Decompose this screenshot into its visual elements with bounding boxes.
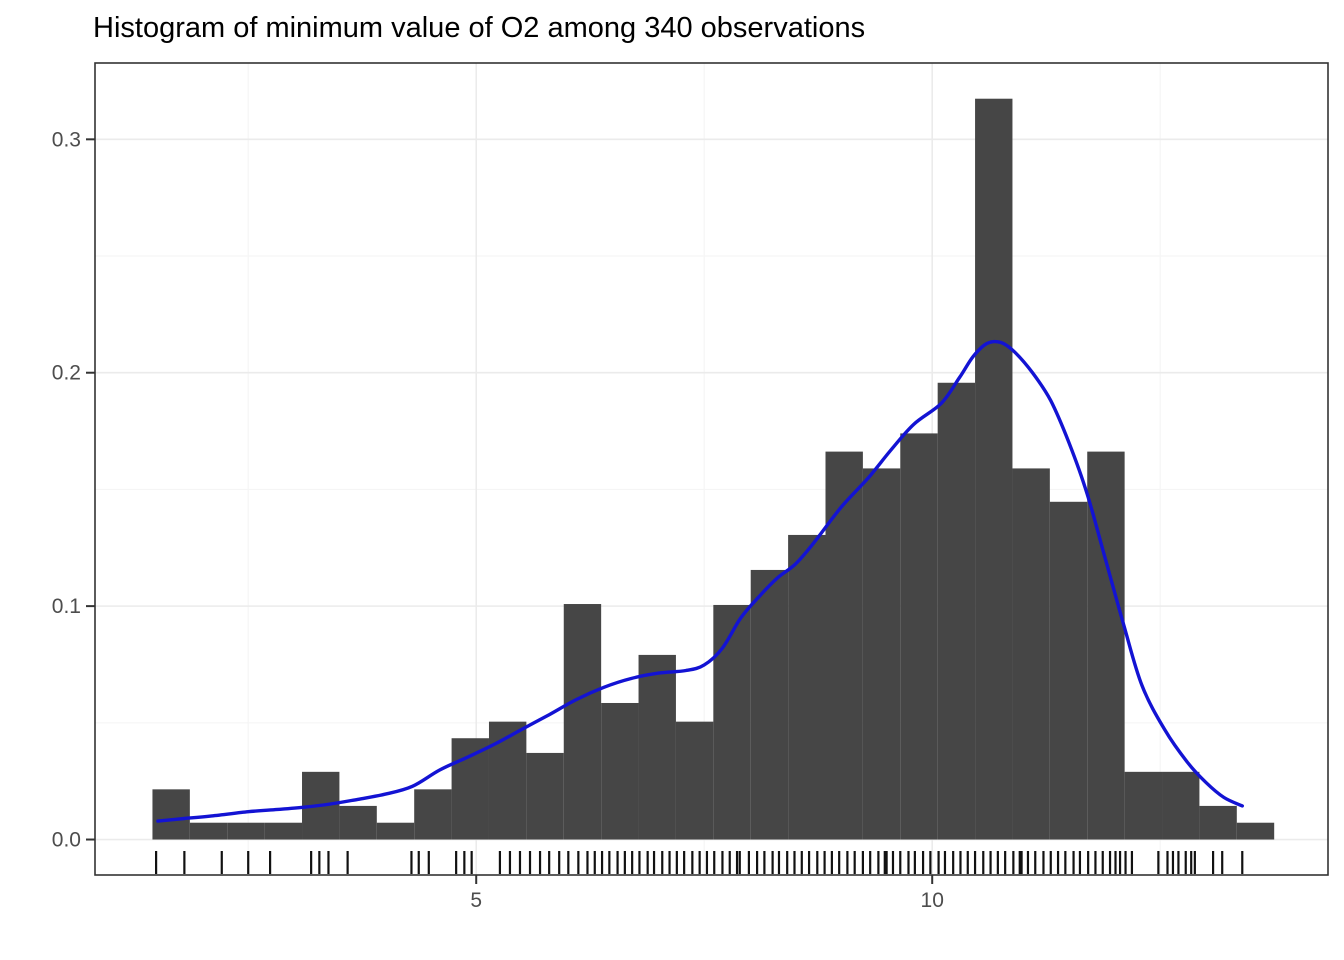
histogram-bar [937,382,976,840]
x-axis-tick-label: 10 [921,889,944,912]
histogram-bar [601,702,639,840]
y-axis-tick-label: 0.2 [52,362,81,385]
histogram-bar [1124,771,1163,840]
histogram-bar [1049,501,1088,840]
histogram-bar [1199,805,1237,840]
histogram-bar [1012,468,1050,840]
histogram-bar [1162,771,1200,840]
histogram-bar [339,805,377,840]
histogram-bar [189,822,228,840]
histogram-bar [526,752,564,840]
panel-border [94,62,1329,876]
histogram-bar [825,451,863,840]
histogram-bar [638,654,676,840]
histogram-bar [862,468,901,840]
y-axis-tick-label: 0.1 [52,595,81,618]
histogram-bar [414,789,452,840]
histogram-bar [152,789,190,840]
x-axis-tick-label: 5 [470,889,482,912]
density-curve [156,339,1244,823]
histogram-bar [788,534,826,840]
histogram-bar [675,721,714,840]
histogram-bar [975,98,1013,840]
histogram-bar [713,604,751,840]
histogram-bar [750,569,789,840]
histogram-bar [451,738,489,840]
histogram-bar [376,822,415,840]
histogram-bar [1236,822,1275,840]
histogram-bar [227,822,265,840]
histogram-bar [264,822,303,840]
histogram-bar [563,604,602,840]
histogram-bar [488,721,527,840]
y-axis-tick-label: 0.0 [52,829,81,852]
chart-title: Histogram of minimum value of O2 among 3… [93,12,866,44]
y-axis-tick-label: 0.3 [52,128,81,151]
histogram-bar [900,433,938,840]
